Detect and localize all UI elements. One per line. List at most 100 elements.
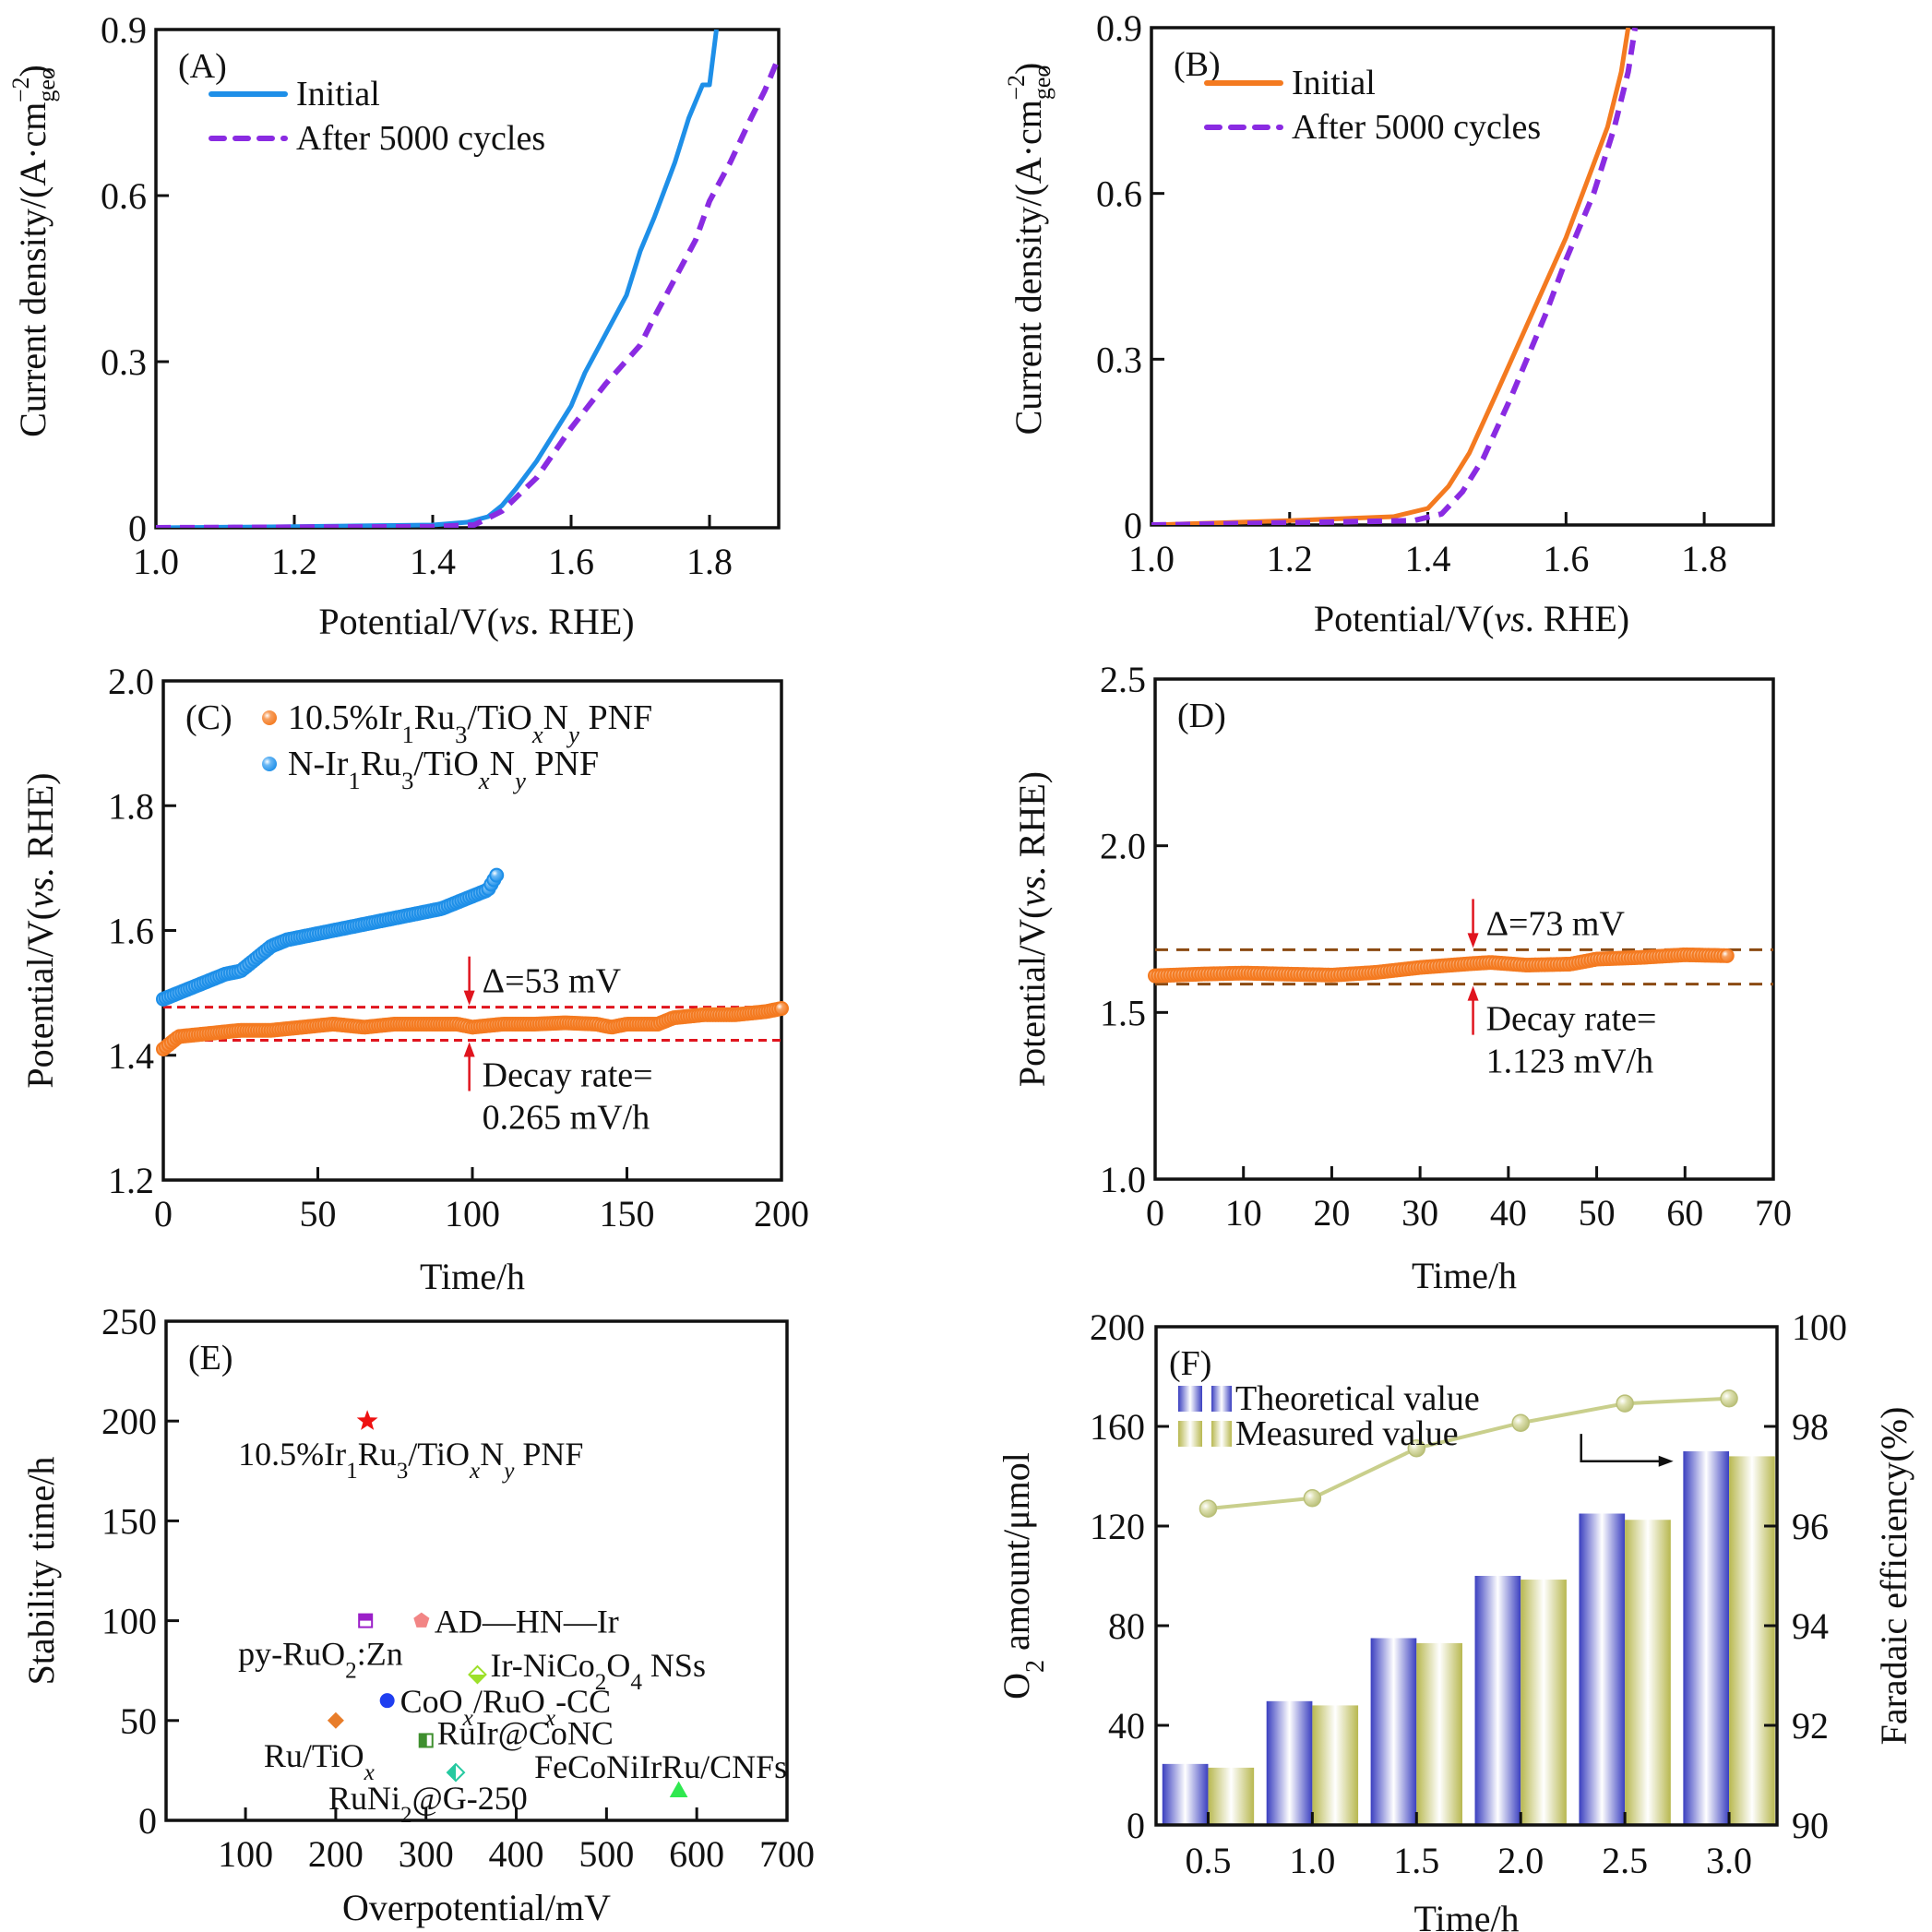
text-part: Ru (361, 745, 401, 783)
text-part: geo (1029, 66, 1055, 101)
plot-frame (1154, 1325, 1779, 1827)
text-part: vs (499, 601, 530, 642)
delta-annotation: Δ=73 mV (1486, 904, 1626, 943)
bar-measured (1625, 1520, 1671, 1825)
y-tick-label: 1.5 (1100, 992, 1146, 1033)
series-line-after-5000-cycles (156, 55, 779, 528)
text-part: 10.5%Ir (288, 698, 402, 737)
point-label: Ru/TiOx (264, 1737, 375, 1785)
arrow-head (1467, 933, 1479, 948)
y-tick-label: 100 (101, 1601, 157, 1642)
y-tick-label: 80 (1108, 1605, 1145, 1647)
y-right-tick-label: 94 (1792, 1605, 1829, 1647)
x-tick-label: 100 (218, 1833, 273, 1875)
text-part: PNF (526, 745, 599, 783)
y-tick-label: 2.5 (1100, 659, 1146, 700)
y-tick-label: 40 (1108, 1705, 1145, 1747)
text-part: x (531, 721, 543, 748)
fe-line (1208, 1396, 1730, 1511)
text-part: x (469, 1459, 480, 1484)
y-axis-label: Current density/(A·cmgeo−2) (7, 65, 60, 437)
y-right-tick-label: 92 (1792, 1705, 1829, 1747)
plot-frame (1150, 26, 1775, 527)
bar-measured (1312, 1705, 1359, 1825)
bar-measured (1416, 1642, 1462, 1825)
series-line-initial (1151, 28, 1631, 525)
text-part: :Zn (357, 1636, 403, 1673)
panel-label: (C) (185, 698, 233, 737)
marker-half-diamond-v-fill (447, 1764, 457, 1782)
fe-point (1407, 1439, 1426, 1458)
bar-theoretical (1579, 1513, 1626, 1825)
text-part: ) (1008, 63, 1049, 75)
y-tick-label: 1.2 (108, 1160, 154, 1201)
x-tick-label: 1.2 (271, 541, 317, 582)
x-tick-label: 300 (399, 1833, 454, 1875)
text-part: Potential/V( (318, 601, 499, 642)
x-tick-label: 1.0 (1289, 1840, 1335, 1881)
x-tick-label: 50 (1579, 1192, 1616, 1234)
marker-half-square-fill (359, 1614, 373, 1621)
y-tick-label: 0 (1127, 1805, 1145, 1846)
text-part: Ir-NiCo (490, 1647, 594, 1684)
y-tick-label: 1.0 (1100, 1159, 1146, 1200)
text-part: vs (1011, 876, 1053, 906)
text-part: 2 (345, 1658, 357, 1683)
text-part: x (364, 1759, 375, 1784)
marker-pentagon (413, 1612, 430, 1628)
panel-e: 100 200 300 400 500 600 700 0 50 100 150 200 250 (E) 1… (20, 1301, 815, 1928)
fe-point (1303, 1489, 1322, 1508)
point-label: FeCoNiIrRu/CNFs (534, 1748, 787, 1785)
text-part: vs (19, 877, 61, 908)
fe-point (1511, 1413, 1530, 1432)
legend-label: After 5000 cycles (296, 119, 545, 158)
text-part: y (501, 1459, 515, 1484)
text-part: 1 (401, 721, 413, 748)
text-part: x (462, 1706, 473, 1731)
marker-circle (379, 1693, 395, 1709)
text-part: Current density/(A·cm (1008, 100, 1049, 435)
text-part: /TiO (467, 698, 531, 737)
plot-frame (1153, 677, 1775, 1181)
legend-label: 10.5%Ir1Ru3/TiOxNy PNF (288, 698, 652, 748)
bar-theoretical (1683, 1451, 1730, 1825)
fe-point (1199, 1499, 1218, 1518)
arrow-head (1658, 1455, 1674, 1467)
y-axis-label: Potential/V(vs. RHE) (19, 772, 61, 1088)
series-line-initial (156, 30, 719, 528)
text-part: 4 (630, 1670, 642, 1695)
x-tick-label: 50 (300, 1193, 337, 1234)
marker-diamond (327, 1711, 344, 1729)
text-part: x (544, 1706, 555, 1731)
fe-point (1616, 1394, 1634, 1413)
x-tick-label: 60 (1666, 1192, 1703, 1234)
y-tick-label: 2.0 (1100, 826, 1146, 867)
panel-d: 0 10 20 30 40 50 60 70 1.0 1.5 2.0 2.5 (D) Δ=73 mV Dec… (1011, 659, 1792, 1296)
fe-point (1720, 1389, 1738, 1408)
decay-rate-label: Decay rate= (483, 1056, 653, 1095)
legend-swatch (1211, 1386, 1232, 1412)
text-part: PNF (579, 698, 652, 737)
text-part: Current density/(A·cm (12, 102, 54, 437)
legend-marker (262, 710, 277, 725)
text-part: −2 (1003, 75, 1030, 101)
text-part: Ru/TiO (264, 1737, 364, 1774)
x-tick-label: 1.4 (1405, 538, 1451, 579)
marker-half-diamond-fill (469, 1675, 486, 1684)
y-tick-label: 1.6 (108, 911, 154, 952)
y-tick-label: 2.0 (108, 661, 154, 702)
y-tick-label: 1.8 (108, 785, 154, 827)
x-tick-label: 0.5 (1185, 1840, 1231, 1881)
x-tick-label: 100 (445, 1193, 500, 1234)
text-part: −2 (7, 77, 34, 102)
text-part: /TiO (413, 745, 478, 783)
arrow-head (463, 1042, 475, 1057)
decay-rate-label: Decay rate= (1486, 1000, 1657, 1039)
text-part: y (512, 767, 526, 794)
point-label: CoOx/RuOx-CC (400, 1683, 611, 1731)
x-axis-label: Time/h (1413, 1898, 1519, 1932)
text-part: Ru (414, 698, 455, 737)
y-tick-label: 150 (101, 1500, 157, 1542)
